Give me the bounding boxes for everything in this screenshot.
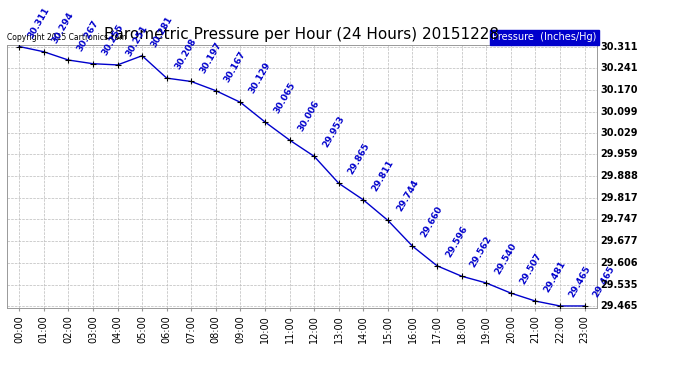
Text: 30.006: 30.006 (297, 99, 322, 133)
Text: 30.065: 30.065 (272, 81, 297, 115)
Text: 30.255: 30.255 (100, 22, 125, 57)
Text: 29.535: 29.535 (600, 279, 638, 290)
Text: 29.540: 29.540 (493, 242, 518, 276)
Text: 29.865: 29.865 (346, 142, 371, 176)
Text: 29.481: 29.481 (542, 260, 568, 294)
Text: 30.208: 30.208 (174, 37, 199, 71)
Text: 30.197: 30.197 (198, 40, 224, 75)
Text: 29.465: 29.465 (567, 264, 592, 299)
Text: 30.311: 30.311 (26, 5, 51, 40)
Text: 29.677: 29.677 (600, 236, 638, 246)
Text: 29.465: 29.465 (591, 264, 617, 299)
Text: 29.660: 29.660 (420, 205, 444, 239)
Text: Pressure  (Inches/Hg): Pressure (Inches/Hg) (493, 32, 597, 42)
Text: 30.099: 30.099 (600, 106, 638, 117)
Text: 30.129: 30.129 (248, 61, 273, 95)
Text: Copyright 2015 Cartronics.com: Copyright 2015 Cartronics.com (7, 33, 126, 42)
Text: 29.959: 29.959 (600, 150, 638, 159)
Text: 30.251: 30.251 (124, 24, 150, 58)
Text: 29.562: 29.562 (469, 235, 494, 269)
Text: 29.606: 29.606 (600, 258, 638, 268)
Text: 29.744: 29.744 (395, 178, 420, 213)
Text: 30.170: 30.170 (600, 85, 638, 95)
Text: 30.311: 30.311 (600, 42, 638, 51)
Text: 29.953: 29.953 (321, 115, 346, 149)
Text: 29.507: 29.507 (518, 252, 543, 286)
Text: 29.747: 29.747 (600, 214, 638, 225)
Text: 30.167: 30.167 (223, 49, 248, 84)
Text: 29.888: 29.888 (600, 171, 638, 181)
Text: 30.241: 30.241 (600, 63, 638, 73)
Text: 29.811: 29.811 (371, 158, 395, 193)
Text: 30.294: 30.294 (51, 10, 76, 45)
Text: 30.281: 30.281 (149, 14, 174, 49)
Text: 29.596: 29.596 (444, 224, 469, 259)
Text: 29.465: 29.465 (600, 301, 638, 311)
Title: Barometric Pressure per Hour (24 Hours) 20151228: Barometric Pressure per Hour (24 Hours) … (104, 27, 500, 42)
Text: 30.267: 30.267 (75, 19, 101, 53)
Text: 29.817: 29.817 (600, 193, 638, 203)
Text: 30.029: 30.029 (600, 128, 638, 138)
